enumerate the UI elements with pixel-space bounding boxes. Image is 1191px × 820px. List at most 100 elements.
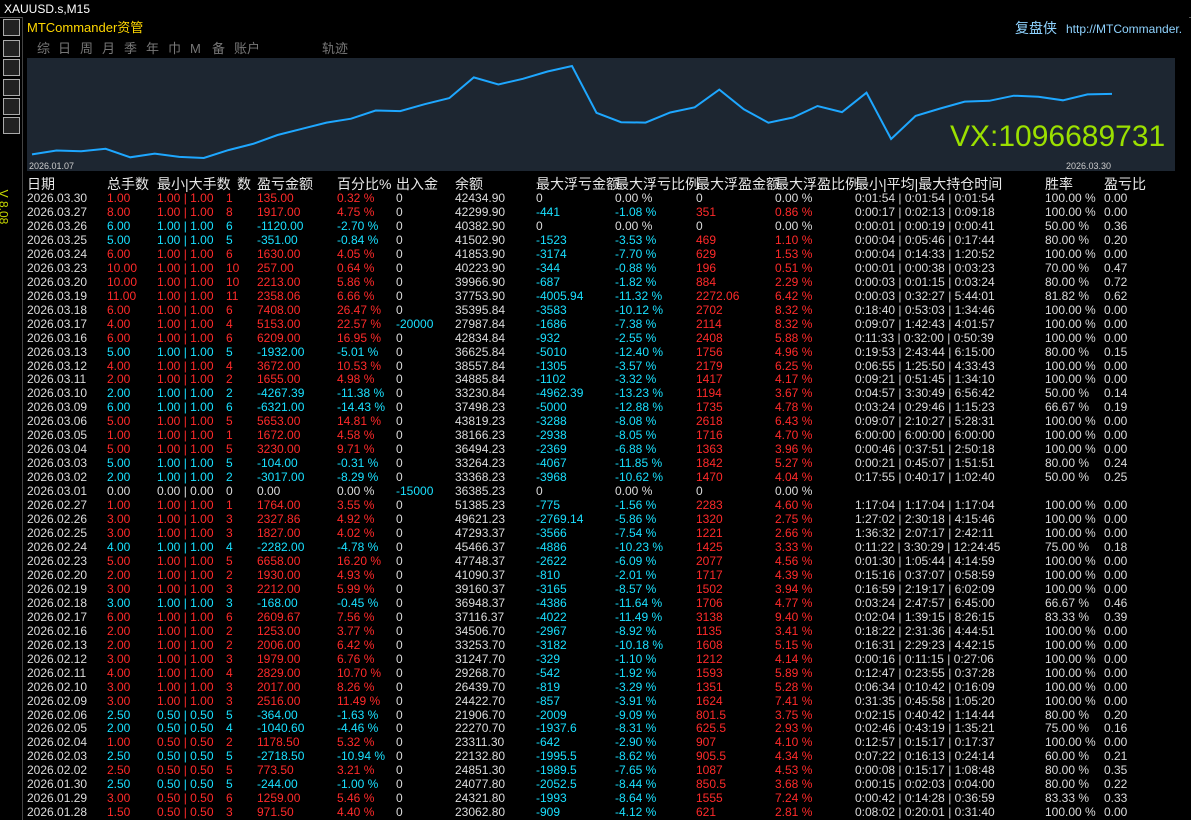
table-cell: 4.53 %	[775, 763, 813, 778]
table-cell: 47748.37	[455, 553, 506, 568]
table-cell: 33264.23	[455, 456, 506, 471]
icon[interactable]	[3, 19, 20, 36]
table-cell: 2.00	[107, 372, 131, 387]
toolbar-item[interactable]: 季	[124, 41, 138, 56]
table-cell: 1.00 | 1.00	[157, 567, 214, 582]
table-cell: 23311.30	[455, 735, 505, 750]
table-cell: 2026.03.16	[27, 330, 88, 345]
table-cell: 5.88 %	[775, 330, 813, 345]
toolbar-item[interactable]: 日	[58, 41, 72, 56]
table-cell: 3.41 %	[775, 623, 813, 638]
toolbar-item[interactable]: 月	[102, 41, 116, 56]
column-header: 盈亏金额	[257, 176, 313, 192]
table-cell: 0:11:22 | 3:30:29 | 12:24:45	[855, 540, 1001, 554]
table-cell: -7.70 %	[615, 246, 657, 261]
icon[interactable]	[3, 59, 20, 76]
table-cell: 2026.02.06	[27, 707, 88, 722]
table-cell: 2026.03.05	[27, 428, 88, 443]
table-cell: 0	[396, 679, 403, 694]
table-cell: 3.00	[107, 679, 131, 694]
table-cell: 0	[396, 707, 403, 722]
icon[interactable]	[3, 40, 20, 57]
table-cell: 5.00	[107, 553, 131, 568]
table-cell: 850.5	[696, 777, 727, 792]
table-cell: 5.00	[107, 232, 131, 247]
table-cell: 0.00	[1104, 651, 1128, 666]
table-cell: 1.00 | 1.00	[157, 260, 214, 275]
table-cell: 0	[396, 260, 403, 275]
table-cell: 469	[696, 232, 717, 247]
table-cell: 4.98 %	[337, 372, 375, 387]
table-cell: 2026.02.13	[27, 637, 88, 652]
table-cell: 2114	[696, 316, 722, 331]
table-cell: 0:00:01 | 0:00:19 | 0:00:41	[855, 218, 995, 233]
table-cell: 4	[226, 316, 233, 331]
table-cell: 1.00 | 1.00	[157, 191, 214, 205]
table-cell: 1.00	[107, 428, 131, 443]
table-cell: 0.20	[1104, 707, 1128, 722]
table-cell: -344	[536, 260, 561, 275]
table-cell: 100.00 %	[1045, 679, 1096, 694]
table-cell: 1842	[696, 456, 723, 471]
table-cell: -10.62 %	[615, 470, 664, 485]
table-cell: 2.50	[107, 749, 131, 764]
table-cell: 0.00	[107, 484, 131, 499]
table-cell: 0.50 | 0.50	[157, 791, 214, 806]
table-cell: 100.00 %	[1045, 442, 1096, 457]
table-cell: 2026.02.19	[27, 581, 88, 596]
toolbar-item[interactable]: 年	[146, 41, 160, 56]
toolbar-item[interactable]: M	[190, 41, 201, 56]
table-cell: 3.00	[107, 693, 131, 708]
table-cell: 21906.70	[455, 707, 506, 722]
table-cell: 2026.03.20	[27, 274, 88, 289]
table-cell: 0	[396, 274, 403, 289]
table-cell: 47293.37	[455, 526, 506, 541]
table-cell: 1.00 | 1.00	[157, 428, 214, 443]
table-cell: 0.00	[1104, 498, 1128, 513]
table-cell: 6.76 %	[337, 651, 375, 666]
table-cell: 2026.02.12	[27, 651, 88, 666]
table-cell: 2.93 %	[775, 721, 813, 736]
toolbar-item[interactable]: 周	[80, 41, 94, 56]
table-cell: 0	[696, 218, 703, 233]
table-cell: 0.00	[1104, 414, 1128, 429]
table-cell: 0.00 %	[337, 484, 375, 499]
table-cell: 80.00 %	[1045, 763, 1090, 778]
table-cell: 1	[226, 428, 233, 443]
icon[interactable]	[3, 117, 20, 134]
table-cell: 100.00 %	[1045, 693, 1096, 708]
toolbar-item[interactable]: 账户	[234, 41, 261, 56]
table-cell: 0	[536, 218, 543, 233]
table-cell: 5	[226, 777, 233, 792]
table-cell: 4.04 %	[775, 470, 813, 485]
table-cell: 0.21	[1104, 749, 1128, 764]
table-cell: 4.92 %	[337, 512, 375, 527]
table-cell: 1.00 | 1.00	[157, 358, 214, 373]
table-cell: 36948.37	[455, 595, 506, 610]
table-cell: -775	[536, 498, 561, 513]
toolbar-item[interactable]: 备	[212, 41, 226, 56]
table-cell: 8.32 %	[775, 302, 813, 317]
table-cell: 1:17:04 | 1:17:04 | 1:17:04	[855, 498, 995, 513]
table-cell: 0:17:55 | 0:40:17 | 1:02:40	[855, 470, 995, 485]
table-cell: 3	[226, 805, 233, 820]
table-cell: 1.00 | 1.00	[157, 246, 214, 261]
table-cell: 1735	[696, 400, 723, 415]
table-cell: 2.50	[107, 763, 131, 778]
table-cell: 0.00	[1104, 665, 1128, 680]
table-cell: 0:15:16 | 0:37:07 | 0:58:59	[855, 567, 995, 582]
table-cell: 7408.00	[257, 302, 301, 317]
table-cell: 0.24	[1104, 456, 1128, 471]
icon[interactable]	[3, 79, 20, 96]
table-cell: 0.00	[1104, 358, 1128, 373]
table-cell: 2327.86	[257, 512, 301, 527]
table-cell: -810	[536, 567, 561, 582]
table-cell: 1.00 | 1.00	[157, 414, 214, 429]
toolbar-item[interactable]: 巾	[168, 41, 182, 56]
table-cell: 2358.06	[257, 288, 301, 303]
table-cell: -2.70 %	[337, 218, 379, 233]
toolbar-item[interactable]: 轨迹	[322, 41, 349, 56]
toolbar-item[interactable]: 综	[37, 41, 51, 56]
table-cell: 1.00 | 1.00	[157, 470, 214, 485]
icon[interactable]	[3, 98, 20, 115]
